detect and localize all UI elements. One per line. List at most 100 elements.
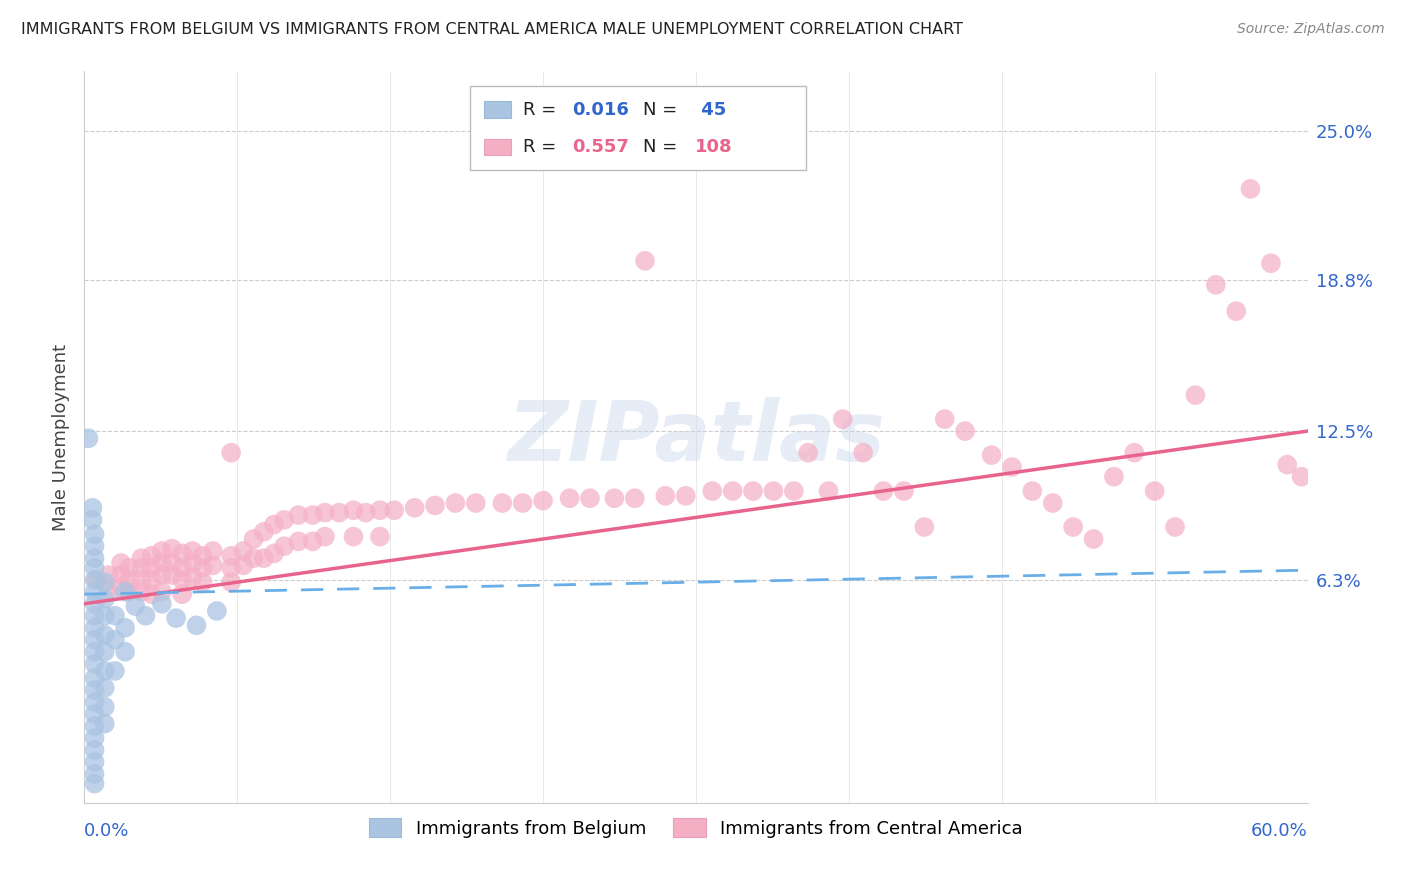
Point <box>205 604 228 618</box>
Point <box>135 608 157 623</box>
Point <box>797 445 820 459</box>
Point <box>912 520 935 534</box>
Point <box>1164 520 1187 534</box>
Point <box>423 499 446 513</box>
Point <box>124 599 146 614</box>
Point <box>118 573 141 587</box>
Point <box>93 628 115 642</box>
Point <box>1083 532 1105 546</box>
Text: N =: N = <box>644 101 683 119</box>
Point <box>1225 304 1247 318</box>
Point <box>263 517 285 532</box>
Point <box>97 568 120 582</box>
Point <box>160 568 183 582</box>
Point <box>83 707 105 722</box>
Point <box>93 716 115 731</box>
Point <box>953 424 976 438</box>
Point <box>624 491 647 506</box>
Point <box>83 539 105 553</box>
Point <box>104 664 127 678</box>
Point <box>1102 469 1125 483</box>
Text: ZIPatlas: ZIPatlas <box>508 397 884 477</box>
Point <box>150 568 173 582</box>
Point <box>404 500 426 515</box>
Point <box>83 731 105 745</box>
Point <box>558 491 581 506</box>
Point <box>93 681 115 695</box>
Point <box>201 544 224 558</box>
Point <box>104 632 127 647</box>
Point <box>93 699 115 714</box>
Point <box>464 496 486 510</box>
Point <box>141 549 163 563</box>
Point <box>181 570 204 584</box>
Point <box>1291 469 1313 483</box>
Point <box>160 541 183 556</box>
Point <box>165 611 187 625</box>
Point <box>110 556 132 570</box>
Point <box>342 530 364 544</box>
Point <box>1042 496 1064 510</box>
Point <box>83 683 105 698</box>
Point <box>150 597 173 611</box>
Point <box>83 573 105 587</box>
Point <box>93 608 115 623</box>
Point <box>110 568 132 582</box>
Point <box>150 556 173 570</box>
Point <box>191 549 214 563</box>
Point <box>83 597 105 611</box>
Point <box>702 483 724 498</box>
Point <box>131 573 153 587</box>
Point <box>675 489 697 503</box>
Point <box>783 483 806 498</box>
Point <box>253 524 276 539</box>
Point <box>742 483 765 498</box>
Point <box>141 587 163 601</box>
Point <box>1205 277 1227 292</box>
Text: 108: 108 <box>695 137 733 155</box>
Point <box>301 534 323 549</box>
Point <box>893 483 915 498</box>
Point <box>160 556 183 570</box>
Point <box>131 551 153 566</box>
Point <box>93 591 115 606</box>
Point <box>762 483 785 498</box>
Point <box>191 561 214 575</box>
Point <box>1184 388 1206 402</box>
Point <box>172 561 194 575</box>
Point <box>86 573 108 587</box>
Point <box>172 546 194 560</box>
Point <box>150 544 173 558</box>
Point <box>114 584 136 599</box>
Point <box>131 561 153 575</box>
Point <box>287 508 309 522</box>
Point <box>191 575 214 590</box>
Point <box>141 561 163 575</box>
Point <box>201 558 224 573</box>
Point <box>186 618 208 632</box>
Point <box>1062 520 1084 534</box>
Point <box>219 549 242 563</box>
Point <box>219 445 242 459</box>
FancyBboxPatch shape <box>484 102 512 118</box>
Point <box>83 695 105 709</box>
Point <box>219 561 242 575</box>
Point <box>368 503 391 517</box>
Point <box>150 584 173 599</box>
Point <box>1277 458 1299 472</box>
Point <box>531 493 554 508</box>
Y-axis label: Male Unemployment: Male Unemployment <box>52 343 70 531</box>
Point <box>1260 256 1282 270</box>
Point <box>242 551 264 566</box>
Point <box>253 551 276 566</box>
Point <box>181 544 204 558</box>
Point <box>93 645 115 659</box>
Point <box>831 412 853 426</box>
Point <box>172 587 194 601</box>
Point <box>83 551 105 566</box>
Point <box>83 755 105 769</box>
Point <box>934 412 956 426</box>
Point <box>83 608 105 623</box>
Point <box>110 580 132 594</box>
Point <box>82 500 104 515</box>
